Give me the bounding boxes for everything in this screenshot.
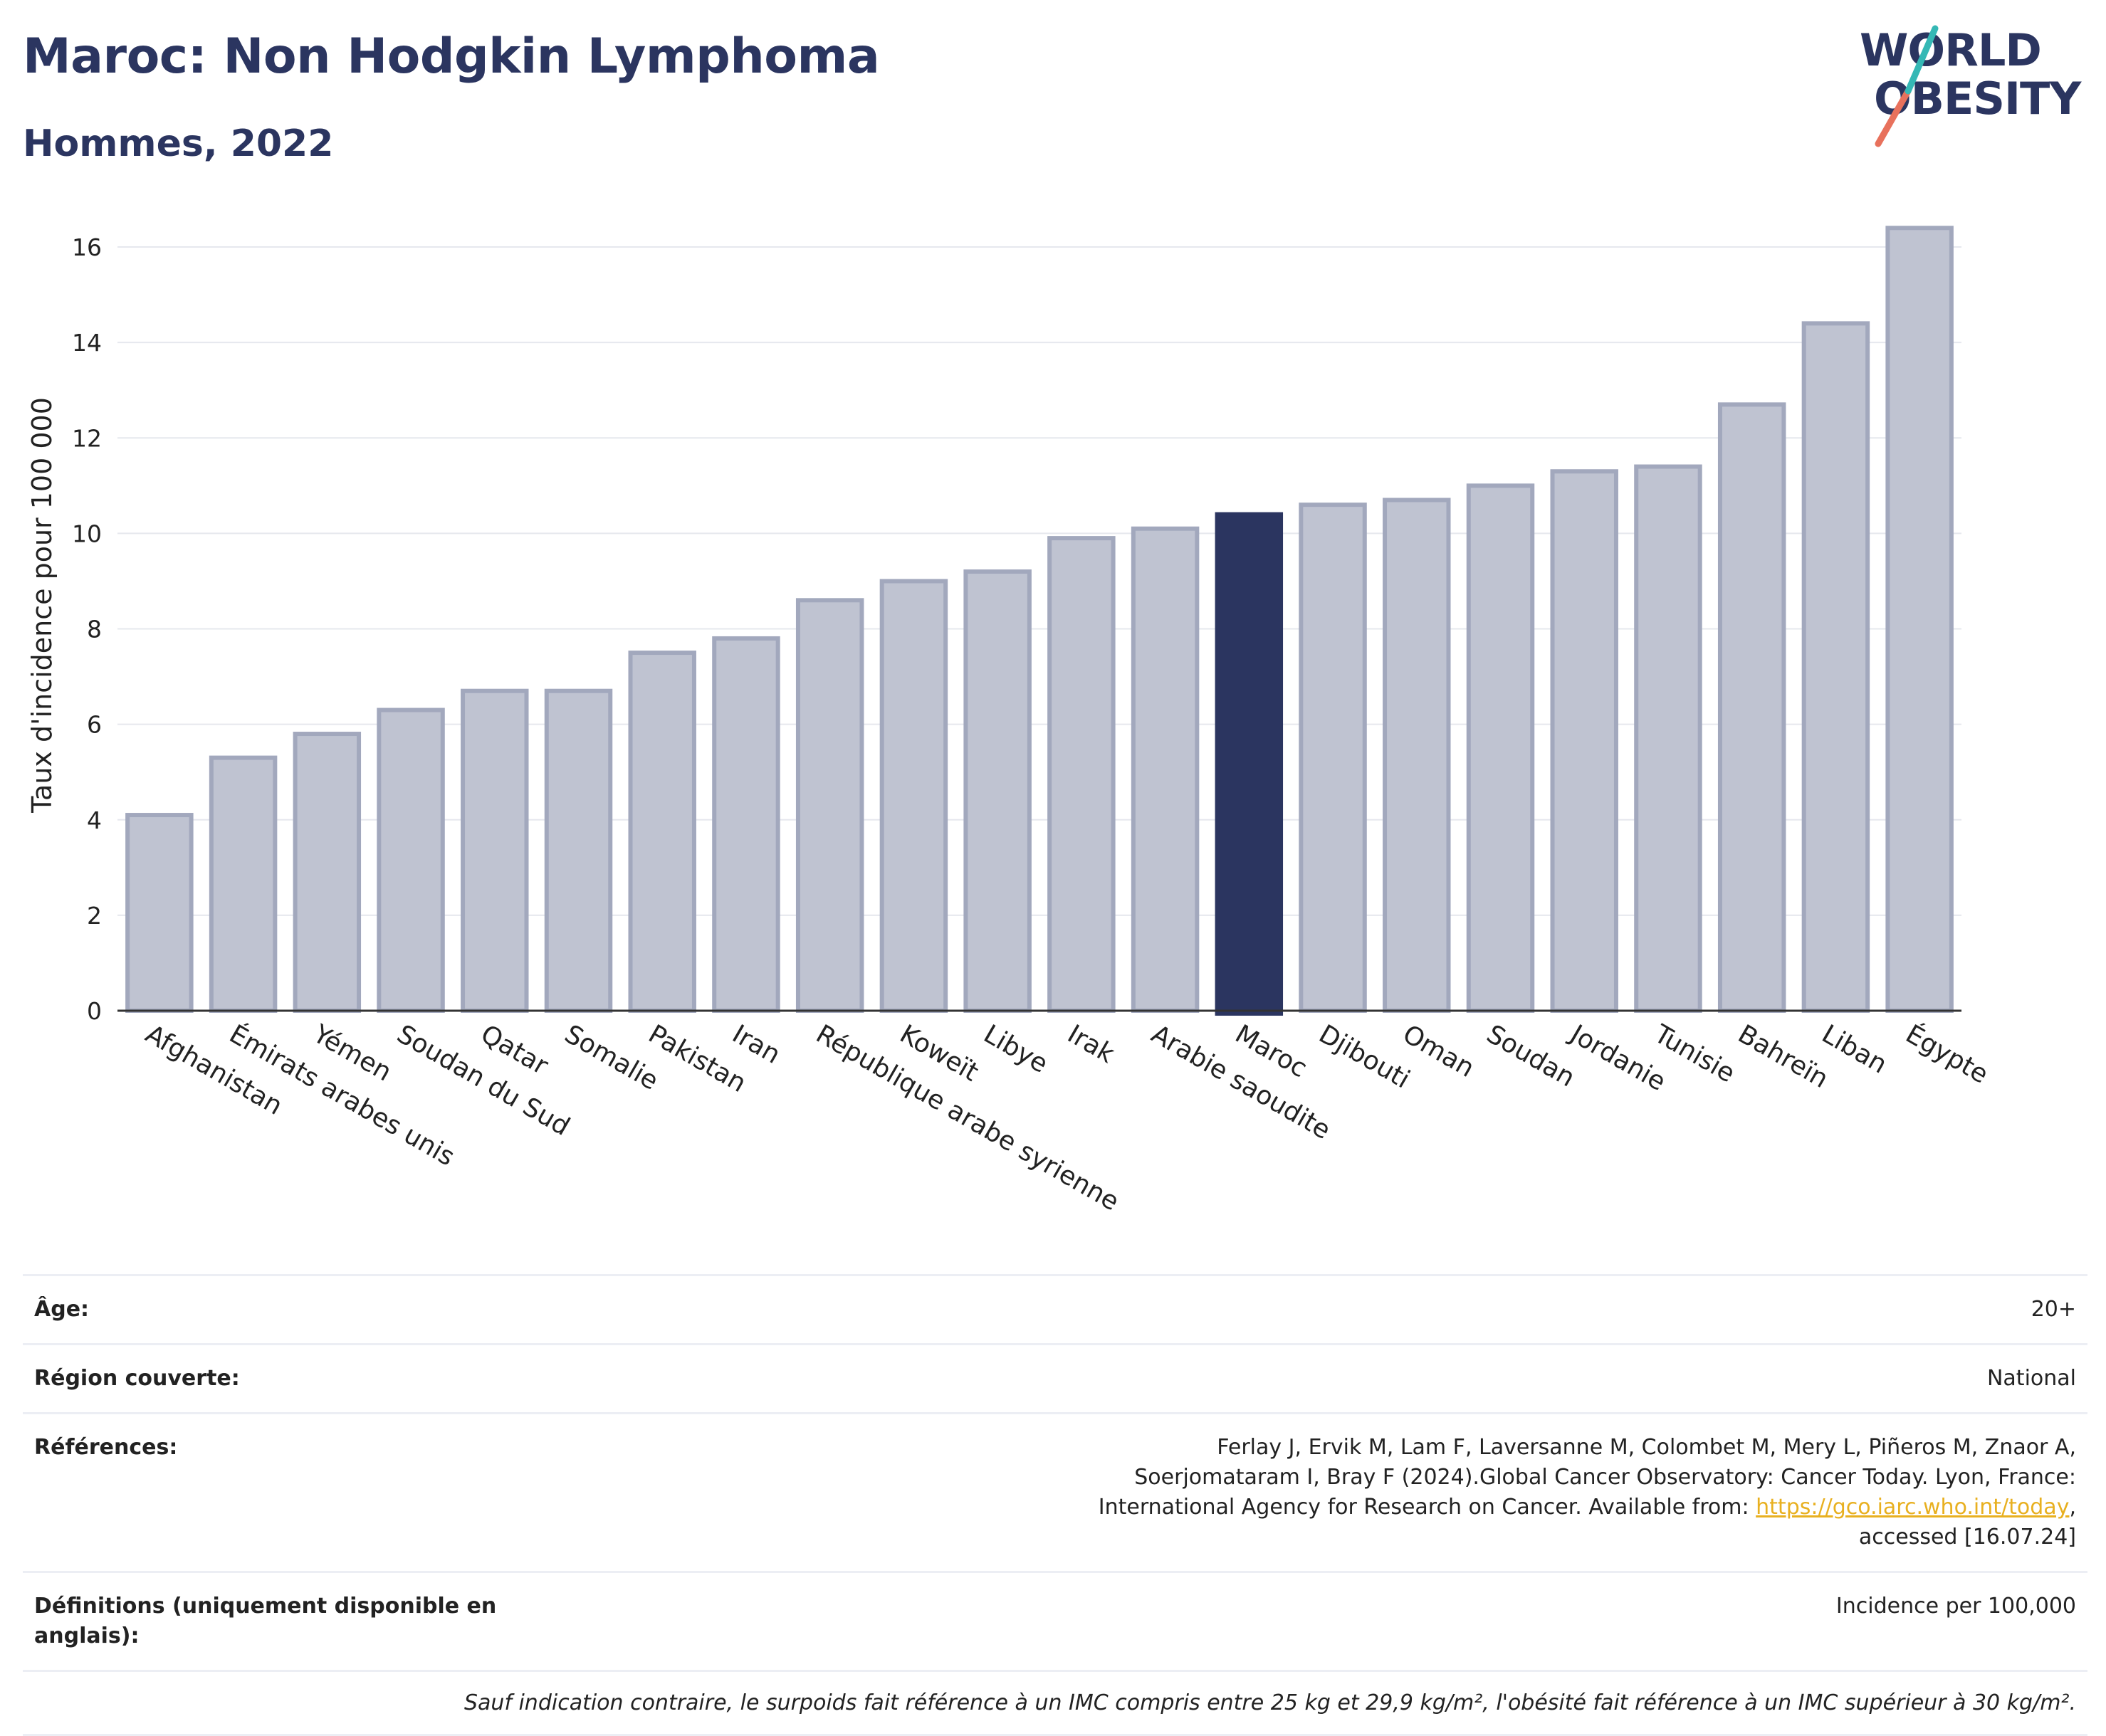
info-row-note: Sauf indication contraire, le surpoids f… — [23, 1670, 2087, 1736]
bar-1[interactable] — [209, 755, 278, 1014]
bar-13[interactable] — [1215, 512, 1284, 1016]
bar-7[interactable] — [712, 636, 780, 1013]
y-tick-label: 0 — [87, 997, 102, 1025]
info-row-age: Âge: 20+ — [23, 1274, 2087, 1343]
age-label: Âge: — [34, 1297, 90, 1322]
bar-16[interactable] — [1466, 483, 1535, 1013]
references-link[interactable]: https://gco.iarc.who.int/today — [1756, 1495, 2070, 1520]
bar-8[interactable] — [795, 598, 864, 1013]
x-tick-label: Bahreïn — [1733, 1019, 1833, 1094]
bar-3[interactable] — [377, 707, 445, 1013]
bar-4[interactable] — [461, 688, 529, 1013]
y-tick-label: 10 — [72, 520, 102, 547]
references-text-1: Ferlay J, Ervik M, Lam F, Laversanne M, … — [1098, 1435, 2076, 1520]
region-value: National — [1986, 1366, 2076, 1391]
y-axis-label: Taux d'incidence pour 100 000 — [26, 397, 58, 814]
definitions-label: Définitions (uniquement disponible en an… — [34, 1594, 497, 1648]
logo-line-1: WORLD — [1860, 24, 2041, 76]
bar-6[interactable] — [628, 651, 696, 1013]
x-tick-label: Iran — [727, 1019, 785, 1070]
y-axis-ticks: 0 2 4 6 8 10 12 14 16 — [72, 233, 102, 1025]
info-row-references: Références: Ferlay J, Ervik M, Lam F, La… — [23, 1412, 2087, 1571]
bar-2[interactable] — [293, 732, 362, 1013]
x-tick-label: Irak — [1062, 1019, 1119, 1069]
x-tick-label: Djibouti — [1314, 1019, 1415, 1094]
bar-9[interactable] — [879, 579, 948, 1013]
bar-19[interactable] — [1717, 402, 1786, 1013]
bar-20[interactable] — [1801, 321, 1870, 1013]
logo-line-2: OBESITY — [1874, 73, 2082, 125]
bar-15[interactable] — [1383, 498, 1451, 1013]
y-tick-label: 12 — [72, 424, 102, 452]
bar-11[interactable] — [1047, 536, 1116, 1013]
footnote: Sauf indication contraire, le surpoids f… — [463, 1690, 2076, 1715]
logo-slash-red — [1875, 88, 1912, 147]
x-tick-label: Soudan — [1482, 1019, 1580, 1093]
bar-12[interactable] — [1131, 526, 1200, 1013]
x-tick-label: Somalie — [560, 1019, 663, 1096]
y-tick-label: 8 — [87, 616, 102, 643]
bar-5[interactable] — [544, 688, 613, 1013]
bar-18[interactable] — [1634, 464, 1702, 1013]
y-tick-label: 14 — [72, 329, 102, 357]
references-text-2: , accessed [16.07.24] — [1858, 1495, 2076, 1550]
x-tick-label: Libye — [979, 1019, 1053, 1079]
y-tick-label: 4 — [87, 806, 102, 834]
bar-21[interactable] — [1885, 226, 1954, 1013]
info-table: Âge: 20+ Région couverte: National Référ… — [23, 1274, 2087, 1736]
info-row-definitions: Définitions (uniquement disponible en an… — [23, 1571, 2087, 1670]
references-label: Références: — [34, 1435, 178, 1460]
bar-10[interactable] — [963, 569, 1032, 1013]
world-obesity-logo: WORLD OBESITY — [1860, 24, 2083, 147]
chart-bars — [125, 226, 1954, 1016]
y-tick-label: 2 — [87, 902, 102, 930]
page-title: Maroc: Non Hodgkin Lymphoma — [23, 28, 880, 85]
y-tick-label: 6 — [87, 711, 102, 739]
age-value: 20+ — [2031, 1297, 2076, 1322]
definitions-value: Incidence per 100,000 — [1835, 1594, 2076, 1619]
references-value: Ferlay J, Ervik M, Lam F, Laversanne M, … — [533, 1433, 2076, 1552]
x-tick-label: Jordanie — [1564, 1019, 1670, 1097]
page-subtitle: Hommes, 2022 — [23, 122, 334, 165]
bar-17[interactable] — [1550, 469, 1618, 1013]
bar-0[interactable] — [125, 813, 194, 1013]
info-row-region: Région couverte: National — [23, 1343, 2087, 1412]
y-tick-label: 16 — [72, 233, 102, 261]
region-label: Région couverte: — [34, 1366, 240, 1391]
bar-14[interactable] — [1299, 503, 1367, 1014]
logo-slash-teal — [1905, 25, 1939, 95]
x-tick-label: Égypte — [1901, 1019, 1994, 1089]
